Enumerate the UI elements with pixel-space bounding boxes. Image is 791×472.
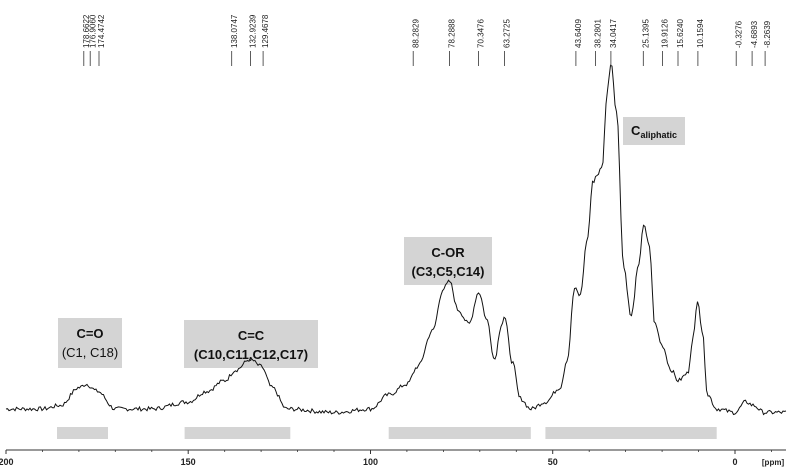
- region-3: C-OR (C3,C5,C14): [388, 237, 531, 439]
- peak-label-text: 15.6240: [676, 19, 685, 48]
- region-range-bar: [184, 427, 291, 439]
- peak-label-text: 138.0747: [230, 14, 239, 48]
- region-range-bar: [545, 427, 717, 439]
- peak-label-text: 70.3476: [477, 19, 486, 48]
- peak-label-0: 178.6622: [82, 14, 91, 66]
- peak-label-text: 63.2725: [503, 19, 512, 48]
- region-sublabel: (C1, C18): [62, 345, 118, 360]
- peak-label-text: -8.2639: [763, 20, 772, 48]
- x-tick-label: 100: [363, 457, 378, 467]
- peak-label-13: 25.1395: [641, 19, 650, 66]
- peak-label-text: 88.2829: [411, 19, 420, 48]
- peak-label-text: 129.4678: [261, 14, 270, 48]
- x-tick-label: 50: [548, 457, 558, 467]
- peak-label-text: 178.6622: [82, 14, 91, 48]
- region-2: C=C (C10,C11,C12,C17): [184, 320, 318, 439]
- peak-label-text: 174.4742: [97, 14, 106, 48]
- peak-label-2: 174.4742: [97, 14, 106, 66]
- region-range-bar: [388, 427, 531, 439]
- peak-label-15: 15.6240: [676, 19, 685, 66]
- peak-label-1: 176.9060: [88, 14, 97, 66]
- peak-label-3: 138.0747: [230, 14, 239, 66]
- spectrum-line: [5, 64, 787, 416]
- peak-label-text: 78.2888: [448, 19, 457, 48]
- peak-label-text: 10.1594: [696, 19, 705, 48]
- peak-label-19: -8.2639: [763, 20, 772, 66]
- x-tick-label: 0: [732, 457, 737, 467]
- peak-label-text: 43.6409: [574, 19, 583, 48]
- peak-label-text: 34.0417: [609, 19, 618, 48]
- region-sublabel: (C3,C5,C14): [412, 264, 485, 279]
- x-axis: 200 150 100 50 0 [ppm]: [0, 449, 786, 467]
- region-label: C-OR: [431, 245, 465, 260]
- region-range-bar: [57, 427, 108, 439]
- peak-label-11: 38.2801: [594, 19, 603, 66]
- peak-label-text: 19.9126: [661, 19, 670, 48]
- peak-label-7: 78.2888: [448, 19, 457, 66]
- peak-label-17: -0.3276: [734, 20, 743, 66]
- region-label: C=C: [238, 328, 265, 343]
- peak-label-text: 176.9060: [88, 14, 97, 48]
- region-4: Caliphatic: [545, 117, 717, 439]
- region-1: C=O (C1, C18): [57, 318, 122, 439]
- peak-label-14: 19.9126: [661, 19, 670, 66]
- region-annotations: C=O (C1, C18) C=C (C10,C11,C12,C17) C-OR (C3,…: [57, 117, 717, 439]
- x-tick-label: 200: [0, 457, 14, 467]
- peak-label-6: 88.2829: [411, 19, 420, 66]
- peak-label-16: 10.1594: [696, 19, 705, 66]
- peak-label-10: 43.6409: [574, 19, 583, 66]
- peak-label-18: -4.6893: [750, 20, 759, 66]
- region-label-box: [184, 320, 318, 368]
- region-label-subscript: aliphatic: [640, 130, 677, 140]
- peak-label-4: 132.9239: [249, 14, 258, 66]
- region-label-box: [58, 318, 122, 368]
- region-label-box: [623, 117, 685, 145]
- peak-label-text: 38.2801: [594, 19, 603, 48]
- peak-label-9: 63.2725: [503, 19, 512, 66]
- peak-label-text: -0.3276: [734, 20, 743, 48]
- x-unit-label: [ppm]: [762, 458, 785, 467]
- region-label: C=O: [76, 326, 103, 341]
- region-label-box: [404, 237, 492, 285]
- peak-label-12: 34.0417: [609, 19, 618, 66]
- peak-label-5: 129.4678: [261, 14, 270, 66]
- peak-label-8: 70.3476: [477, 19, 486, 66]
- region-sublabel: (C10,C11,C12,C17): [194, 347, 308, 362]
- x-tick-label: 150: [181, 457, 196, 467]
- peak-label-text: 132.9239: [249, 14, 258, 48]
- peak-label-text: -4.6893: [750, 20, 759, 48]
- peak-label-text: 25.1395: [641, 19, 650, 48]
